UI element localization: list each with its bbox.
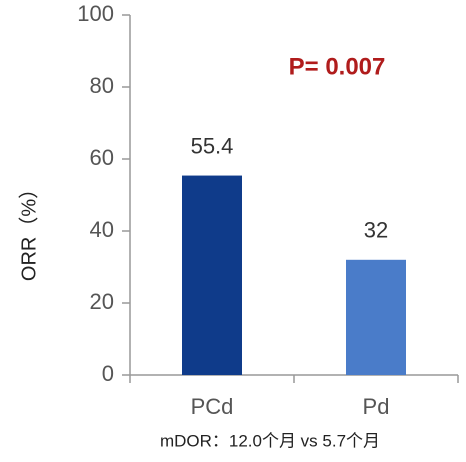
bar: [182, 175, 242, 375]
data-label: 55.4: [191, 133, 234, 158]
x-tick-label: Pd: [363, 394, 390, 419]
y-axis-label: ORR（%）: [17, 179, 40, 281]
annotation: P= 0.007: [289, 53, 386, 80]
y-tick-label: 80: [90, 73, 114, 98]
y-tick-label: 0: [102, 361, 114, 386]
footnote: mDOR：12.0个月 vs 5.7个月: [160, 431, 380, 450]
y-tick-label: 20: [90, 289, 114, 314]
y-tick-label: 60: [90, 145, 114, 170]
data-label: 32: [364, 218, 388, 243]
y-tick-label: 100: [77, 1, 114, 26]
bar: [346, 259, 406, 375]
x-tick-label: PCd: [191, 394, 234, 419]
y-tick-label: 40: [90, 217, 114, 242]
